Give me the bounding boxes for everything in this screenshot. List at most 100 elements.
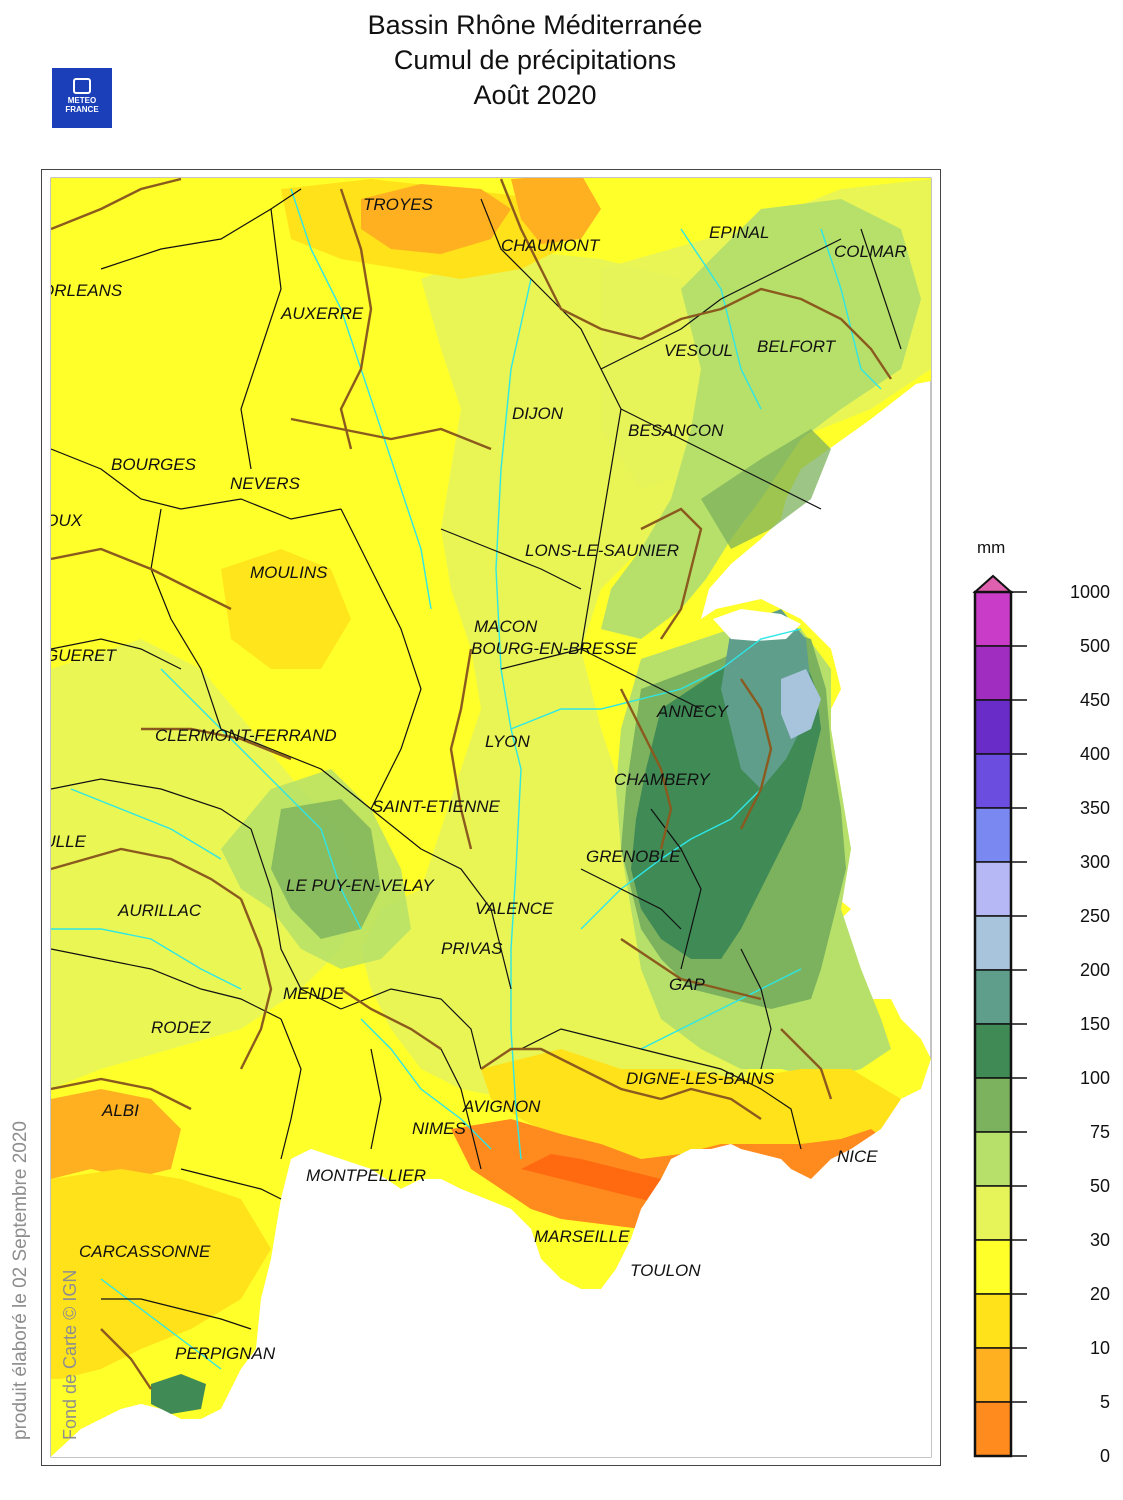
city-label-chaumont: CHAUMONT <box>501 236 601 255</box>
city-label-valence: VALENCE <box>475 899 554 918</box>
city-label-bourg-en-bresse: BOURG-EN-BRESSE <box>471 639 638 658</box>
city-label-chambery: CHAMBERY <box>614 770 711 789</box>
zone-20-30-aude <box>51 1169 271 1379</box>
meteo-france-logo: METEO FRANCE <box>52 68 112 128</box>
city-label-lons-le-saunier: LONS-LE-SAUNIER <box>525 541 679 560</box>
city-label-dijon: DIJON <box>512 404 564 423</box>
city-label-avignon: AVIGNON <box>462 1097 541 1116</box>
city-label-carcassonne: CARCASSONNE <box>79 1242 211 1261</box>
city-label-colmar: COLMAR <box>834 242 907 261</box>
legend-swatch-400-350 <box>974 753 1012 809</box>
lake-geneva <box>713 609 801 641</box>
city-label-marseille: MARSEILLE <box>534 1227 630 1246</box>
precipitation-map: TROYES CHAUMONT EPINAL COLMAR ORLEANS AU… <box>41 169 941 1466</box>
city-label-nimes: NIMES <box>412 1119 467 1138</box>
legend-swatch-450-400 <box>974 699 1012 755</box>
region-boundaries <box>51 178 892 1390</box>
legend-swatch-20-10 <box>974 1293 1012 1349</box>
production-date-text: produit élaboré le 02 Septembre 2020 <box>10 1120 31 1440</box>
city-label-montpellier: MONTPELLIER <box>306 1166 426 1185</box>
legend-swatch-150-100 <box>974 1023 1012 1079</box>
zone-10-20-north <box>361 184 511 254</box>
city-label-mende: MENDE <box>283 984 345 1003</box>
legend-label-500: 500 <box>1080 636 1110 656</box>
logo-text-line1: METEO <box>67 96 97 105</box>
legend-swatch-30-20 <box>974 1239 1012 1295</box>
legend-swatch-100-75 <box>974 1077 1012 1133</box>
map-title: Bassin Rhône Méditerranée Cumul de préci… <box>300 8 770 113</box>
city-label-bourges: BOURGES <box>111 455 197 474</box>
legend-label-250: 250 <box>1080 906 1110 926</box>
city-label-moulins: MOULINS <box>250 563 328 582</box>
legend-swatch-75-50 <box>974 1131 1012 1187</box>
legend-label-300: 300 <box>1080 852 1110 872</box>
city-label-lyon: LYON <box>485 732 530 751</box>
city-label-epinal: EPINAL <box>709 223 769 242</box>
city-label-privas: PRIVAS <box>441 939 503 958</box>
city-label-auxerre: AUXERRE <box>280 304 364 323</box>
city-label-tulle: TULLE <box>41 832 87 851</box>
map-credit-text: Fond de Carte © IGN <box>60 1269 80 1440</box>
city-label-perpignan: PERPIGNAN <box>175 1344 276 1363</box>
city-label-aurillac: AURILLAC <box>117 901 202 920</box>
meteo-france-emblem-icon <box>73 78 91 94</box>
title-line-variable: Cumul de précipitations <box>393 45 677 75</box>
title-line-basin: Bassin Rhône Méditerranée <box>367 10 703 40</box>
legend-swatch-50-30 <box>974 1185 1012 1241</box>
legend-label-350: 350 <box>1080 798 1110 818</box>
city-label-belfort: BELFORT <box>757 337 837 356</box>
logo-text-line2: FRANCE <box>65 105 99 114</box>
city-label-le-puy-en-velay: LE PUY-EN-VELAY <box>286 876 435 895</box>
city-label-chateauroux: CHATEAUROUX <box>41 511 83 530</box>
legend-label-150: 150 <box>1080 1014 1110 1034</box>
city-label-toulon: TOULON <box>630 1261 701 1280</box>
legend-swatch-5-0 <box>974 1401 1012 1457</box>
legend-swatch-200-150 <box>974 969 1012 1025</box>
zone-200-250-alps <box>721 609 811 789</box>
legend-label-10: 10 <box>1090 1338 1110 1358</box>
zone-10-20-albi <box>51 1089 181 1179</box>
legend-swatch-10-5 <box>974 1347 1012 1403</box>
zone-100-150-jura <box>701 429 831 549</box>
city-label-clermont-ferrand: CLERMONT-FERRAND <box>155 726 337 745</box>
city-labels: TROYES CHAUMONT EPINAL COLMAR ORLEANS AU… <box>41 195 907 1363</box>
city-label-digne-les-bains: DIGNE-LES-BAINS <box>626 1069 775 1088</box>
city-label-besancon: BESANCON <box>628 421 724 440</box>
city-label-orleans: ORLEANS <box>41 281 123 300</box>
city-label-macon: MACON <box>474 617 538 636</box>
legend-swatch-1000-500 <box>974 591 1012 647</box>
city-label-nice: NICE <box>837 1147 878 1166</box>
zone-20-30-moulins <box>221 549 351 669</box>
zone-50-75-west <box>51 639 361 1089</box>
legend-label-75: 75 <box>1090 1122 1110 1142</box>
city-label-vesoul: VESOUL <box>664 341 733 360</box>
legend-label-400: 400 <box>1080 744 1110 764</box>
rivers <box>51 188 882 1370</box>
legend-swatch-300-250 <box>974 861 1012 917</box>
zone-10-20-chaumont <box>511 178 601 244</box>
legend-label-30: 30 <box>1090 1230 1110 1250</box>
legend-label-100: 100 <box>1080 1068 1110 1088</box>
city-label-grenoble: GRENOBLE <box>586 847 681 866</box>
legend-label-450: 450 <box>1080 690 1110 710</box>
legend-arrow-top <box>972 574 1014 593</box>
legend-label-5: 5 <box>1100 1392 1110 1412</box>
precipitation-legend: 1000500450400350300250200150100755030201… <box>972 574 1110 1466</box>
city-label-nevers: NEVERS <box>230 474 301 493</box>
city-label-annecy: ANNECY <box>656 702 730 721</box>
title-line-period: Août 2020 <box>473 80 597 110</box>
legend-label-200: 200 <box>1080 960 1110 980</box>
mediterranean-sea <box>51 1059 931 1457</box>
city-label-troyes: TROYES <box>363 195 434 214</box>
legend-label-1000: 1000 <box>1070 582 1110 602</box>
legend-label-0: 0 <box>1100 1446 1110 1466</box>
city-label-albi: ALBI <box>101 1101 139 1120</box>
legend-swatch-250-200 <box>974 915 1012 971</box>
zone-75-100-east <box>601 199 921 639</box>
zone-100-150-massif <box>271 799 381 939</box>
zone-250-300-mont-blanc <box>781 669 821 739</box>
city-label-rodez: RODEZ <box>151 1018 211 1037</box>
zone-100-150-pyrenees <box>151 1374 206 1414</box>
legend-swatch-500-450 <box>974 645 1012 701</box>
legend-label-50: 50 <box>1090 1176 1110 1196</box>
